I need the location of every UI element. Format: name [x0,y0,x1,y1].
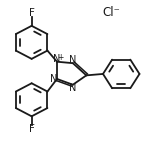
Text: N: N [69,83,76,93]
Text: Cl⁻: Cl⁻ [102,6,120,19]
Text: F: F [29,124,35,134]
Text: F: F [29,8,35,18]
Text: +: + [58,53,64,62]
Text: N: N [69,55,76,65]
Text: N: N [50,74,57,84]
Text: N: N [53,54,60,64]
